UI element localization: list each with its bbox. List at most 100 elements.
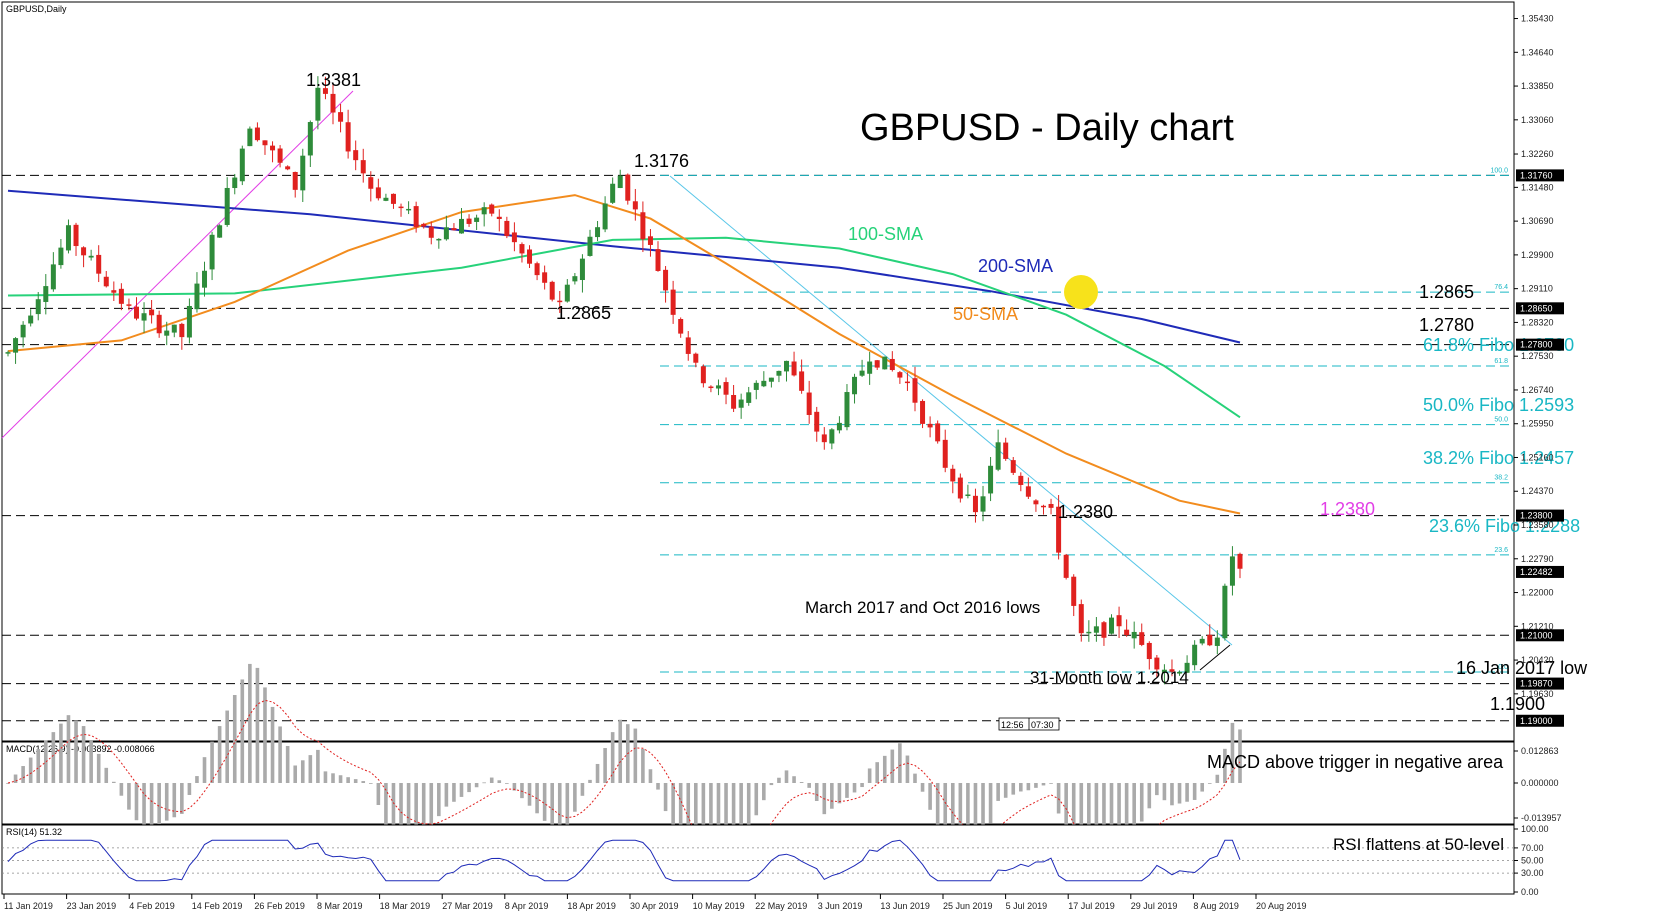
macd-bar	[573, 783, 577, 812]
date-tick-label: 17 Jul 2019	[1068, 901, 1115, 911]
macd-bar	[74, 720, 78, 783]
macd-bar	[1192, 783, 1197, 800]
candle-body	[1033, 500, 1039, 505]
macd-bar	[278, 726, 282, 783]
candle-body	[171, 324, 177, 333]
price-tag-box	[1516, 302, 1564, 315]
macd-bar	[437, 783, 441, 817]
macd-bar	[935, 783, 940, 828]
macd-bar	[663, 783, 668, 812]
macd-bar	[255, 667, 260, 783]
candle-body	[156, 314, 162, 334]
macd-bar	[920, 783, 925, 792]
macd-bar	[1177, 783, 1182, 804]
candle-body	[307, 122, 313, 156]
candle-body	[451, 228, 457, 231]
label-level-1: 1.2865	[1419, 282, 1474, 302]
price-tick-label: 1.24370	[1521, 486, 1554, 496]
rsi-annotation: RSI flattens at 50-level	[1333, 835, 1504, 854]
candle-body	[587, 236, 593, 256]
candle-body	[285, 166, 291, 170]
candle-body	[58, 247, 64, 266]
candle-body	[43, 286, 49, 302]
price-tag-label: 1.27800	[1520, 340, 1553, 350]
candle-body	[995, 442, 1001, 470]
candle-body	[972, 495, 978, 513]
macd-bar	[656, 783, 660, 790]
candle-body	[814, 411, 820, 432]
macd-bar	[361, 781, 366, 783]
label-200-sma: 200-SMA	[978, 256, 1053, 276]
macd-bar	[323, 771, 328, 783]
candle-body	[542, 272, 548, 283]
candle-body	[436, 238, 442, 241]
main-title: GBPUSD - Daily chart	[860, 107, 1234, 149]
macd-bar	[875, 762, 880, 783]
macd-bar	[1041, 783, 1046, 786]
price-tick-label: 1.32260	[1521, 149, 1554, 159]
macd-axis: 0.012863 0.000000 -0.013957	[1514, 746, 1562, 823]
candle-body	[927, 423, 933, 428]
price-tick-label: 1.25160	[1521, 452, 1554, 462]
price-tag-box	[1516, 565, 1564, 578]
macd-bar	[414, 783, 418, 835]
candle-body	[277, 148, 283, 163]
rsi-tick-label: 0.00	[1521, 887, 1539, 897]
macd-bar	[731, 783, 736, 861]
candle-body	[889, 358, 895, 371]
candle-body	[133, 306, 139, 319]
macd-bar	[164, 783, 169, 821]
candle-body	[1161, 669, 1167, 673]
candle-body	[322, 88, 328, 94]
candle-body	[859, 370, 865, 376]
candle-body	[685, 337, 691, 354]
candle-body	[1101, 622, 1107, 638]
macd-bar	[913, 773, 917, 783]
date-tick-label: 14 Feb 2019	[192, 901, 243, 911]
macd-bar	[248, 663, 252, 783]
date-tick-label: 20 Aug 2019	[1256, 901, 1307, 911]
macd-bar	[482, 782, 486, 784]
macd-bar	[384, 783, 388, 827]
fibo-ratio-label: 50.0	[1494, 417, 1508, 424]
price-tick-label: 1.29900	[1521, 250, 1554, 260]
macd-bar	[618, 719, 623, 783]
time-box-end: 07:30	[1031, 720, 1054, 730]
candle-body	[20, 324, 26, 338]
label-high-2: 1.3176	[634, 151, 689, 171]
macd-bar	[89, 739, 93, 783]
macd-bar	[1117, 783, 1121, 849]
date-tick-label: 8 Aug 2019	[1193, 901, 1239, 911]
price-tag-box	[1516, 338, 1564, 351]
candle-body	[867, 361, 873, 374]
macd-bar	[497, 780, 502, 783]
candle-body	[262, 140, 268, 146]
date-tick-label: 22 May 2019	[755, 901, 807, 911]
macd-bar	[973, 783, 978, 862]
macd-bar	[1026, 783, 1031, 791]
macd-bar	[225, 710, 229, 783]
macd-bar	[6, 783, 10, 784]
date-tick-label: 27 Mar 2019	[442, 901, 493, 911]
macd-bar	[958, 783, 963, 854]
candle-body	[413, 206, 419, 228]
candle-body	[1214, 637, 1220, 646]
macd-bar	[754, 783, 759, 816]
macd-bar	[202, 757, 207, 783]
macd-bar	[36, 749, 41, 783]
macd-bar	[777, 777, 781, 783]
moving-averages	[7, 189, 1241, 515]
price-tick-label: 1.31480	[1521, 182, 1554, 192]
macd-tick-label: -0.013957	[1521, 813, 1562, 823]
label-march-lows: March 2017 and Oct 2016 lows	[805, 598, 1040, 617]
candle-body	[35, 299, 41, 315]
rsi-tick-label: 30.00	[1521, 868, 1544, 878]
date-tick-label: 13 Jun 2019	[880, 901, 930, 911]
price-tag-label: 1.19000	[1520, 716, 1553, 726]
candle-body	[1139, 632, 1145, 645]
macd-bar	[505, 783, 509, 784]
macd-bar	[1139, 783, 1144, 822]
macd-bar	[996, 783, 1000, 801]
candle-body	[406, 208, 412, 211]
candle-body	[96, 254, 102, 274]
